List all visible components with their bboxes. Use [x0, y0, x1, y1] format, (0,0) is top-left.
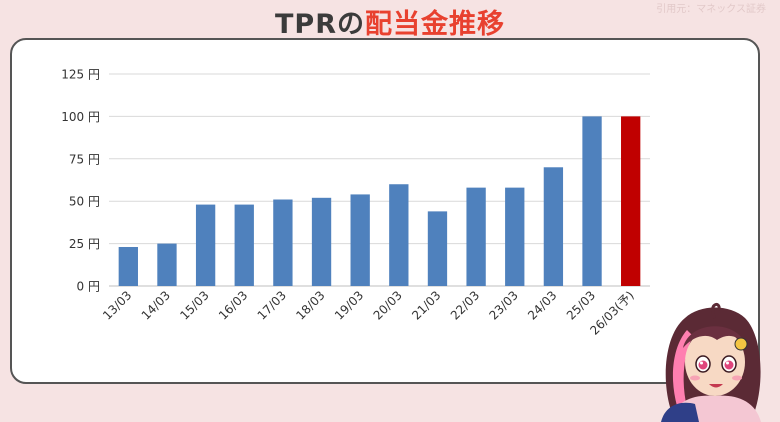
x-tick-label: 18/03 [293, 288, 327, 322]
x-tick-label: 22/03 [448, 288, 482, 322]
x-tick-label: 14/03 [139, 288, 173, 322]
x-tick-label: 16/03 [216, 288, 250, 322]
y-tick-label: 125 円 [61, 68, 100, 82]
bar [157, 243, 177, 286]
x-tick-label: 20/03 [371, 288, 405, 322]
x-tick-label: 17/03 [255, 288, 289, 322]
bar [389, 184, 409, 286]
bar [621, 116, 641, 287]
mascot-avatar [661, 302, 761, 422]
y-tick-label: 75 円 [69, 152, 100, 166]
x-tick-label: 25/03 [564, 288, 598, 322]
bar [195, 204, 216, 286]
bar [427, 211, 448, 286]
x-tick-label: 15/03 [177, 288, 211, 322]
x-tick-label: 24/03 [525, 288, 559, 322]
bar [350, 194, 370, 286]
bar [234, 204, 254, 286]
bar [543, 167, 564, 286]
bar [466, 187, 486, 286]
dividend-bar-chart: 0 円 25 円 50 円 75 円 100 円 125 円 13/03 14/03 15/03… [61, 68, 650, 338]
bar [505, 187, 525, 286]
y-tick-label: 0 円 [77, 280, 100, 294]
title-main: 配当金推移 [365, 9, 505, 40]
x-tick-label: 19/03 [332, 288, 366, 322]
bar [273, 199, 293, 286]
bar [311, 197, 332, 286]
bar [582, 116, 602, 287]
y-tick-label: 50 円 [69, 195, 100, 209]
x-tick-label: 21/03 [409, 288, 443, 322]
y-tick-label: 25 円 [69, 237, 100, 251]
page-title: TPRの配当金推移 [0, 2, 780, 41]
x-tick-label: 23/03 [487, 288, 521, 322]
y-tick-label: 100 円 [61, 110, 100, 124]
title-prefix: TPRの [275, 9, 365, 40]
x-tick-label: 13/03 [100, 288, 134, 322]
source-note: 引用元：マネックス証券 [656, 4, 766, 15]
chart-panel: 0 円 25 円 50 円 75 円 100 円 125 円 13/03 14/03 15/03… [10, 38, 760, 384]
bar [118, 246, 138, 286]
